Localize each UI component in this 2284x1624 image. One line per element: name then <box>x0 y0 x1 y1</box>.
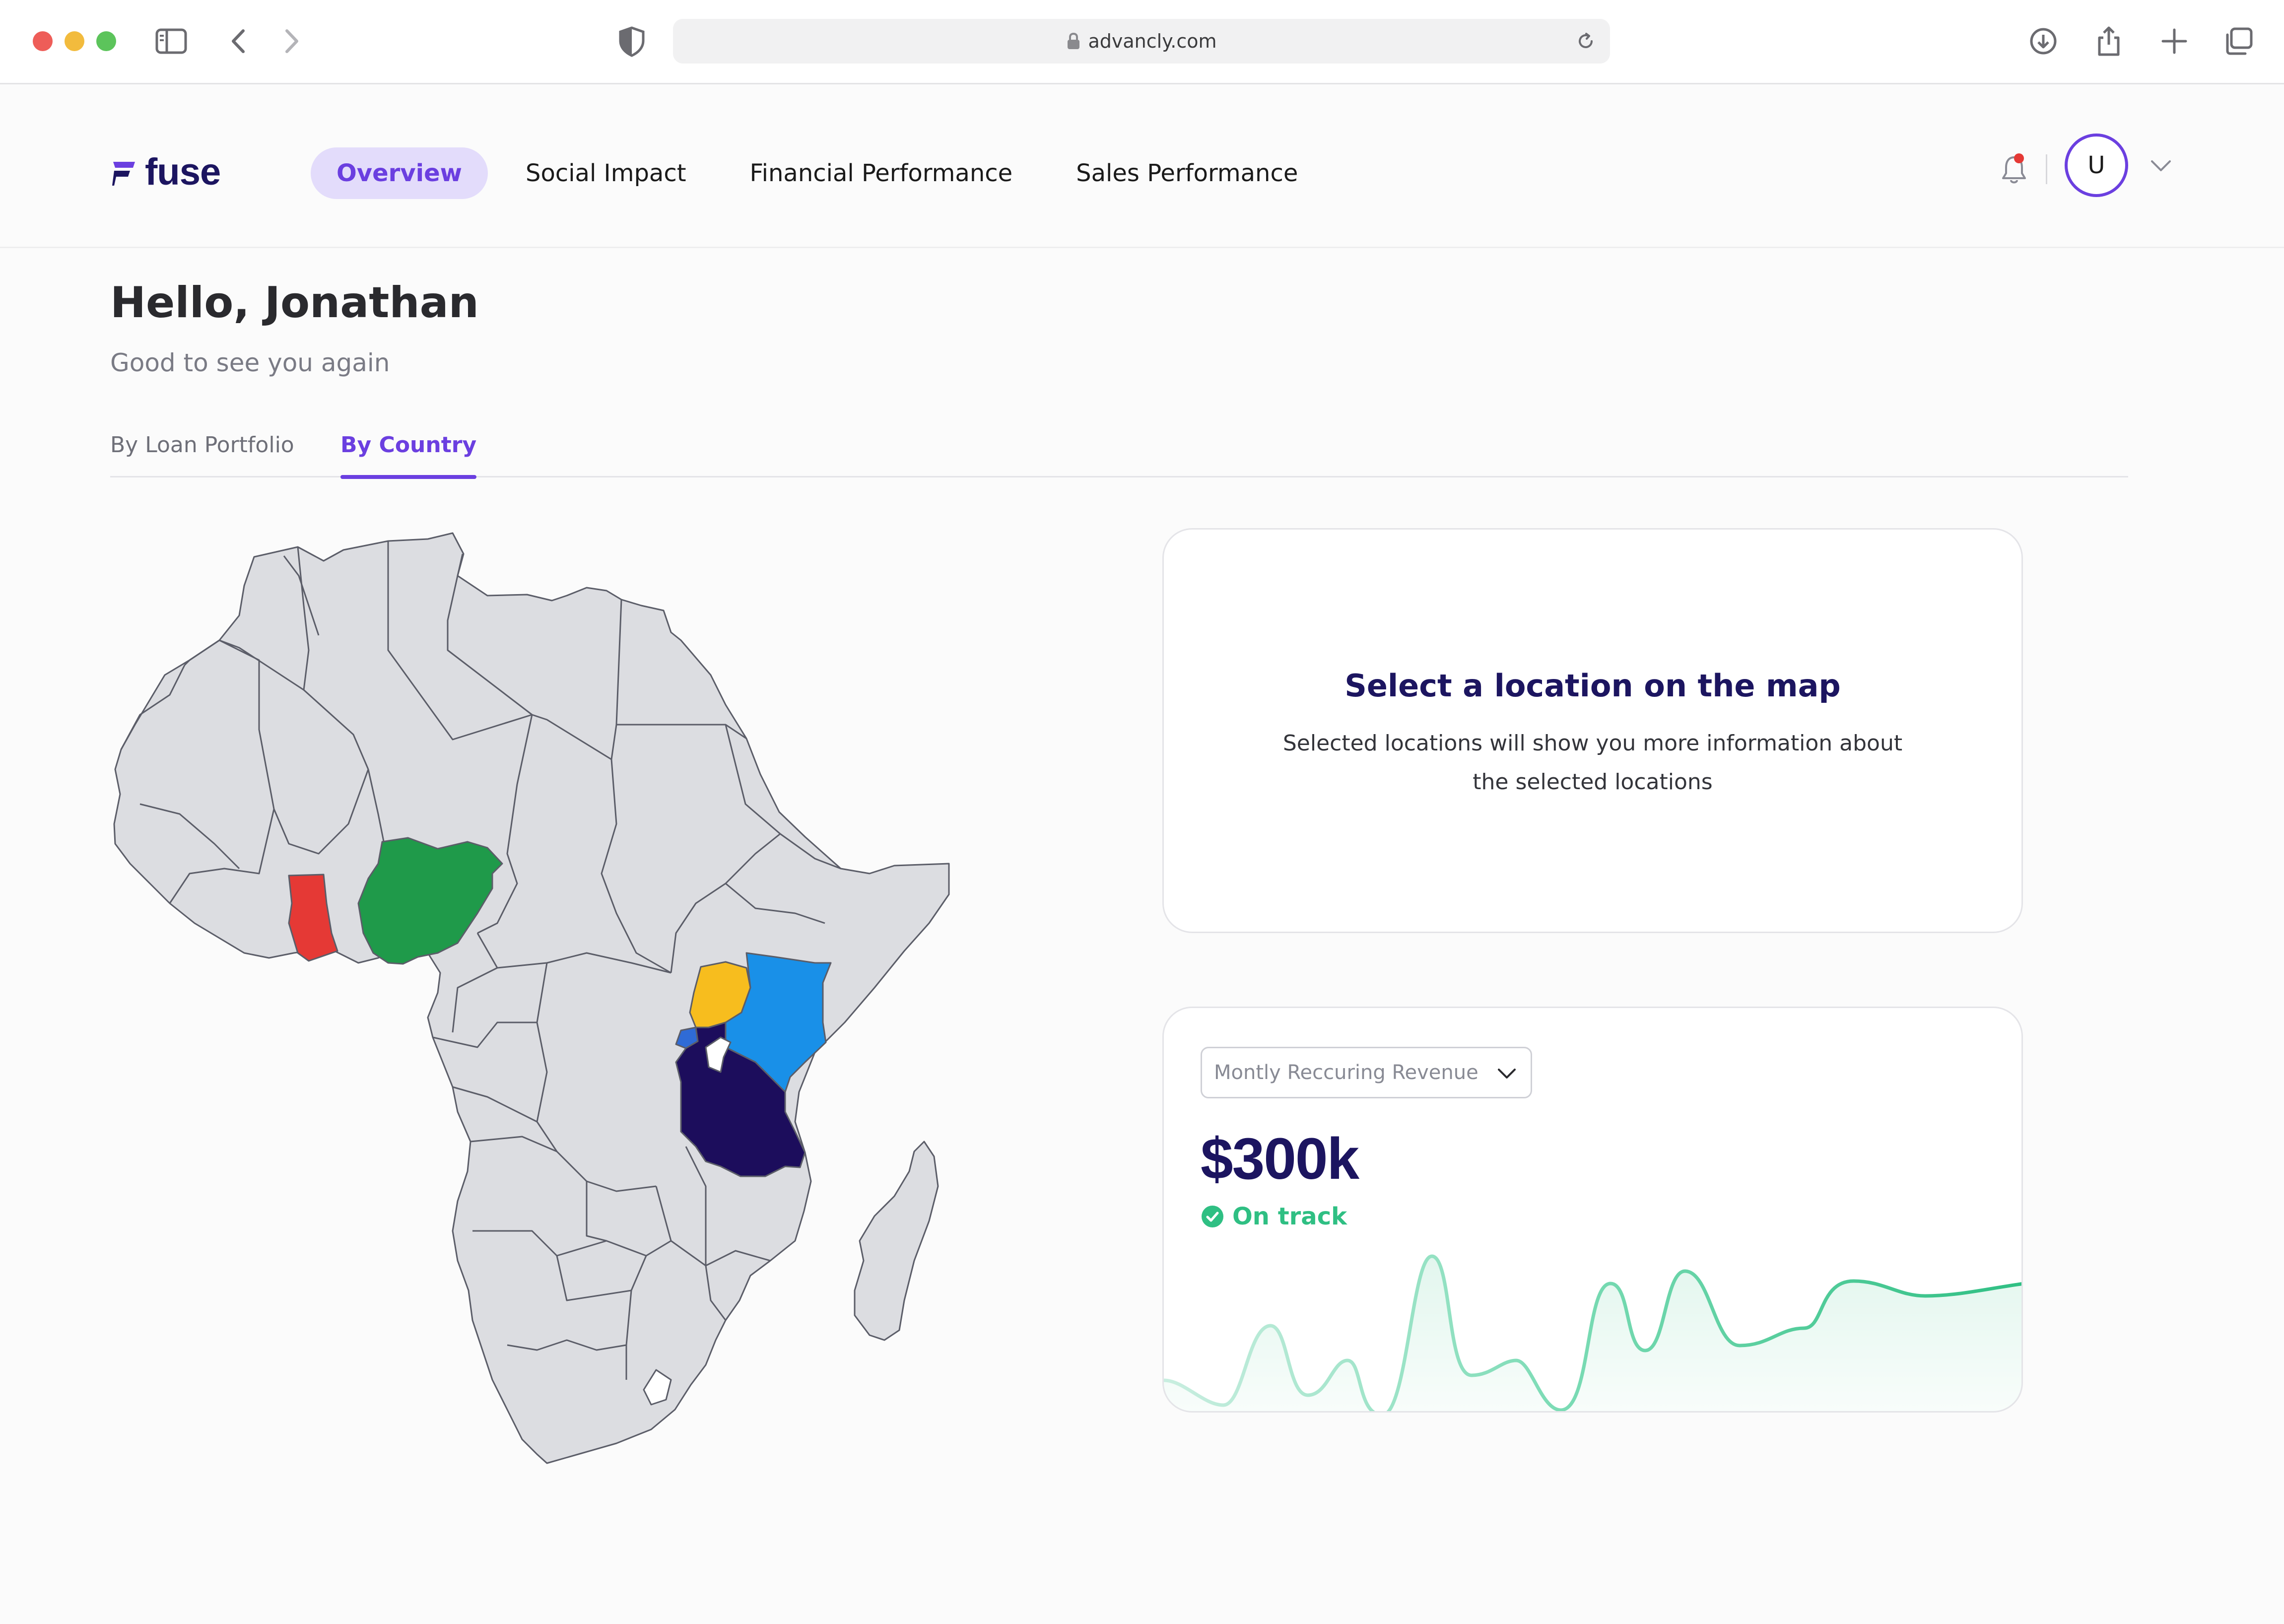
browser-toolbar: advancly.com <box>0 0 2284 84</box>
page-subtitle: Good to see you again <box>110 348 390 377</box>
chevron-left-icon[interactable] <box>221 25 256 58</box>
madagascar[interactable] <box>854 1141 939 1341</box>
africa-map[interactable] <box>110 526 954 1469</box>
minimize-window-button[interactable] <box>65 31 84 51</box>
view-tabs: By Loan Portfolio By Country <box>110 428 2128 479</box>
logo[interactable]: fuse <box>110 150 221 194</box>
country-kenya[interactable] <box>725 952 832 1093</box>
nav-sales-performance[interactable]: Sales Performance <box>1076 159 1298 187</box>
plus-icon[interactable] <box>2157 25 2192 58</box>
address-bar[interactable]: advancly.com <box>673 19 1610 64</box>
chevron-right-icon[interactable] <box>274 25 309 58</box>
share-icon[interactable] <box>2091 25 2126 58</box>
tabs-overview-icon[interactable] <box>2221 25 2256 58</box>
nav-financial-performance[interactable]: Financial Performance <box>749 159 1013 187</box>
logo-text: fuse <box>145 151 221 193</box>
lock-icon <box>1068 32 1080 49</box>
avatar[interactable]: U <box>2065 134 2128 197</box>
main-nav: Overview Social Impact Financial Perform… <box>311 147 1336 199</box>
check-circle-icon <box>1202 1206 1223 1227</box>
info-card-title: Select a location on the map <box>1344 668 1841 704</box>
status-badge: On track <box>1201 1203 1347 1230</box>
tab-by-loan-portfolio[interactable]: By Loan Portfolio <box>110 432 294 458</box>
nav-overview[interactable]: Overview <box>311 147 488 199</box>
location-info-card: Select a location on the map Selected lo… <box>1162 528 2023 933</box>
url-text: advancly.com <box>1088 30 1217 52</box>
metric-select[interactable]: Montly Reccuring Revenue <box>1201 1047 1532 1098</box>
notification-dot <box>2014 153 2024 163</box>
revenue-card: Montly Reccuring Revenue $300k On track <box>1162 1007 2023 1413</box>
info-card-body: Selected locations will show you more in… <box>1282 731 1903 795</box>
revenue-value: $300k <box>1201 1126 1359 1192</box>
nav-social-impact[interactable]: Social Impact <box>525 159 686 187</box>
app-header: fuse Overview Social Impact Financial Pe… <box>0 86 2284 248</box>
download-icon[interactable] <box>2026 25 2061 58</box>
fuse-logo-icon <box>112 161 135 186</box>
page-title: Hello, Jonathan <box>110 278 479 328</box>
sidebar-icon[interactable] <box>154 25 189 58</box>
reload-icon[interactable] <box>1575 31 1596 52</box>
africa-continent[interactable] <box>113 532 950 1464</box>
country-nigeria[interactable] <box>357 837 503 965</box>
tab-by-country[interactable]: By Country <box>340 428 477 479</box>
close-window-button[interactable] <box>33 31 53 51</box>
country-ghana[interactable] <box>288 874 338 962</box>
metric-select-value: Montly Reccuring Revenue <box>1214 1061 1478 1084</box>
shield-icon[interactable] <box>614 25 649 58</box>
chevron-down-icon[interactable] <box>2149 158 2173 173</box>
status-text: On track <box>1232 1203 1347 1230</box>
chevron-down-icon <box>1498 1069 1516 1079</box>
bell-icon[interactable] <box>2000 153 2028 186</box>
maximize-window-button[interactable] <box>96 31 116 51</box>
header-divider <box>2046 154 2047 184</box>
revenue-sparkline <box>1164 1254 2021 1411</box>
